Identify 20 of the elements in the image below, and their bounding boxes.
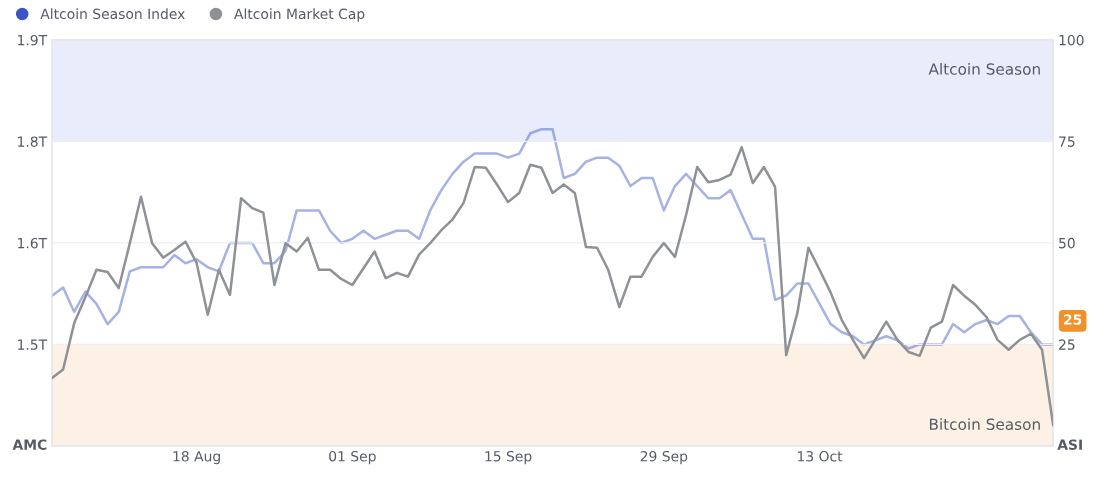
x-tick-label: 13 Oct [798, 450, 843, 462]
x-tick-label: 18 Aug [173, 450, 220, 465]
y2-tick-label: 75 [1059, 136, 1075, 147]
text: 25 [1064, 314, 1082, 325]
x-tick-label: 29 Sep [640, 450, 688, 465]
y2-tick-label: 50 [1059, 237, 1075, 249]
band-label: Bitcoin Season [929, 418, 1040, 431]
band-label: Altcoin Season [928, 62, 1040, 75]
y-tick-label: 1.9T [18, 34, 48, 46]
legend-label: Altcoin Season Index [40, 8, 185, 20]
x-tick-label: 15 Sep [485, 450, 532, 465]
y2-axis-title: ASI [1057, 439, 1082, 450]
y-tick-label: 1.6T [18, 237, 48, 249]
y-tick-label: 1.8T [18, 136, 48, 147]
y-axis-title: AMC [12, 439, 47, 450]
y2-tick-label: 100 [1059, 34, 1084, 46]
x-tick-label: 01 Sep [329, 450, 376, 465]
y2-tick-label: 25 [1059, 339, 1075, 350]
y-tick-label: 1.5T [18, 339, 48, 350]
legend-label: Altcoin Market Cap [234, 8, 365, 22]
